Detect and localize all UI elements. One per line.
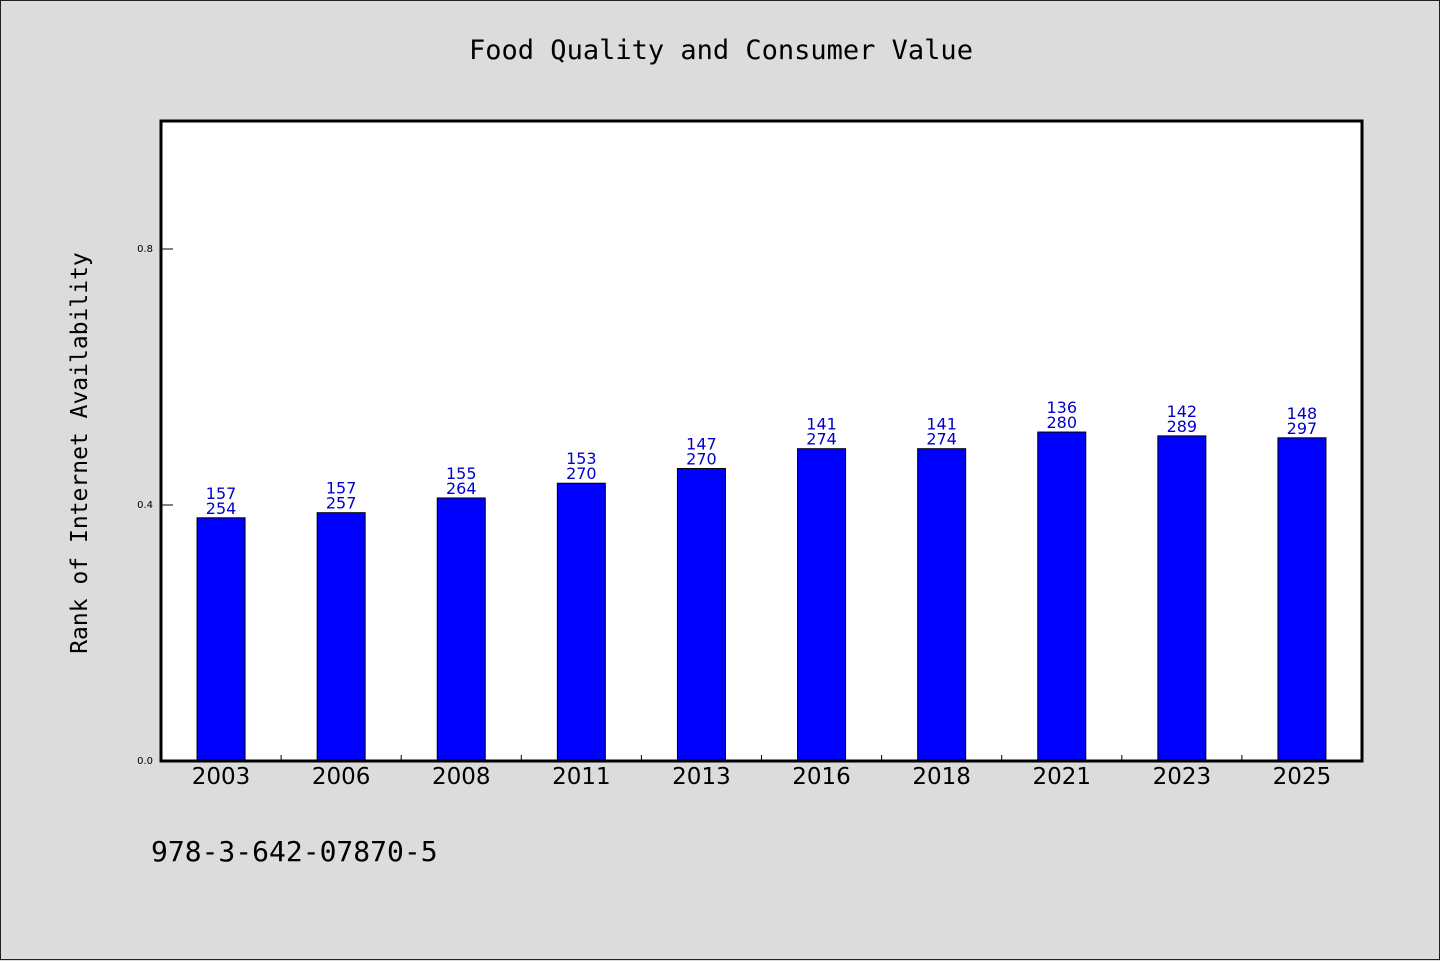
bar [917,448,967,762]
chart-title: Food Quality and Consumer Value [469,35,973,66]
bar-label-bottom: 257 [326,494,357,513]
bar [556,482,606,762]
bar-label-bottom: 254 [206,499,237,518]
bar-label-bottom: 264 [446,479,477,498]
x-tick-label: 2006 [312,764,371,790]
bar [196,517,246,762]
bar-label-bottom: 297 [1287,419,1318,438]
bar [676,468,726,762]
x-tick-label: 2013 [672,764,731,790]
bar-label-top: 155 [446,464,477,483]
bar-label-top: 153 [566,449,597,468]
x-tick-label: 2018 [912,764,971,790]
bar-label-bottom: 280 [1046,413,1077,432]
bar-label-top: 142 [1167,402,1198,421]
y-tick-label: 0.0 [137,756,153,767]
bar-label-bottom: 289 [1167,417,1198,436]
bar [316,512,366,762]
y-tick-label: 0.4 [137,500,153,511]
bar [1277,437,1327,762]
bar [1037,431,1087,762]
x-tick-label: 2016 [792,764,851,790]
bar-label-bottom: 274 [806,430,837,449]
x-tick-label: 2011 [552,764,611,790]
x-tick-label: 2003 [192,764,251,790]
x-tick-label: 2023 [1153,764,1212,790]
bar-label-top: 147 [686,435,717,454]
bar-label-top: 157 [326,479,357,498]
x-tick-label: 2021 [1032,764,1091,790]
bar-label-top: 148 [1287,404,1318,423]
bar-label-bottom: 270 [686,450,717,469]
bar-label-top: 141 [926,415,957,434]
bar [797,448,847,762]
bar [436,497,486,762]
bar-label-top: 141 [806,415,837,434]
bar [1157,435,1207,762]
y-tick-label: 0.8 [137,244,153,255]
x-tick-label: 2025 [1273,764,1332,790]
bar-label-top: 157 [206,484,237,503]
plot-border [159,119,1364,763]
x-tick-label: 2008 [432,764,491,790]
isbn-footer: 978-3-642-07870-5 [151,835,438,868]
bar-label-top: 136 [1046,398,1077,417]
bar-label-bottom: 274 [926,430,957,449]
bar-label-bottom: 270 [566,464,597,483]
